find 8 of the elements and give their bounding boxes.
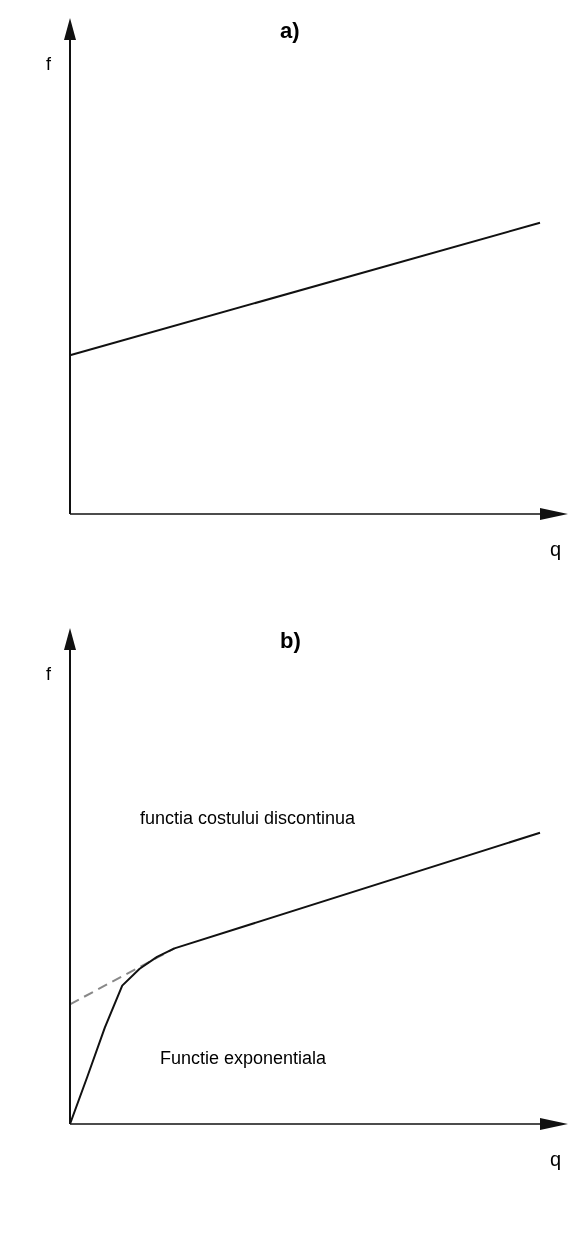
chart-title: b) — [280, 628, 301, 654]
chart-title: a) — [280, 18, 300, 44]
text: functia costului discontinua — [140, 808, 356, 829]
x-axis-title: q — [550, 538, 562, 561]
x-axis-title: q — [550, 1148, 562, 1171]
y-axis-title: f — [46, 664, 52, 685]
annotation: Functie exponentiala — [160, 1048, 327, 1069]
y-axis-title: f — [46, 54, 52, 75]
